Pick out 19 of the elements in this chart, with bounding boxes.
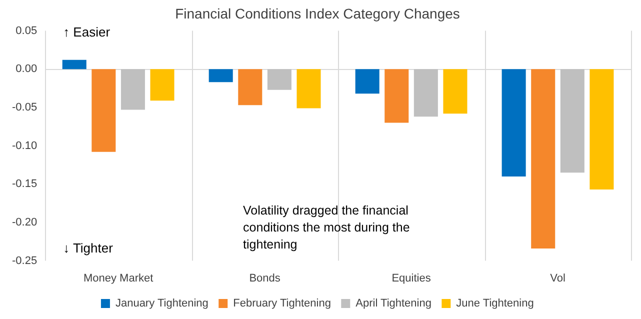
x-tick-label: Bonds: [249, 272, 281, 284]
y-tick-label: 0.00: [16, 63, 38, 76]
y-tick-label: -0.25: [12, 254, 38, 267]
x-tick-label: Equities: [392, 272, 432, 284]
legend-label: January Tightening: [115, 298, 208, 310]
x-tick-label: Money Market: [83, 272, 154, 284]
annotation: ↑ Easier: [63, 24, 111, 40]
y-tick-label: -0.10: [12, 140, 38, 152]
y-tick-label: 0.05: [16, 24, 38, 37]
legend-label: April Tightening: [356, 298, 432, 310]
y-tick-label: -0.20: [12, 216, 38, 228]
annotation: ↓ Tighter: [63, 240, 114, 256]
y-tick-label: -0.15: [12, 178, 38, 190]
legend-label: June Tightening: [456, 298, 534, 310]
annotation: Volatility dragged the financial conditions the most during the tightening: [243, 203, 410, 252]
y-tick-label: -0.05: [12, 102, 38, 114]
x-tick-label: Vol: [550, 272, 566, 284]
legend-label: February Tightening: [233, 298, 331, 310]
chart-title: Financial Conditions Index Category Changes: [175, 5, 460, 22]
